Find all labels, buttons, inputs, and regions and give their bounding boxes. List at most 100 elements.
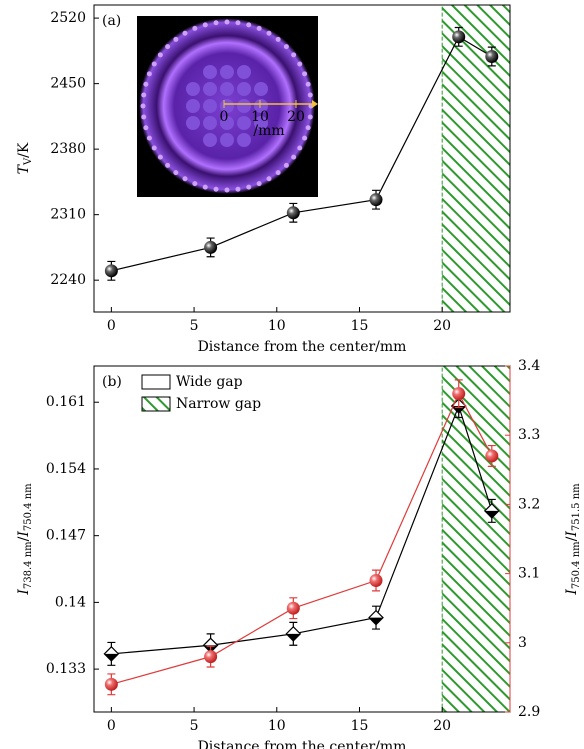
label-part: /K — [16, 142, 32, 158]
inset-spot — [237, 99, 251, 113]
plot-frame — [93, 4, 511, 313]
label-part: T — [16, 163, 32, 174]
inset-spot — [203, 133, 217, 147]
legend-swatch — [141, 374, 171, 390]
inset-scale-label: 20 — [287, 109, 305, 125]
inset-spot — [237, 133, 251, 147]
label-part: 750.4 nm — [571, 541, 582, 589]
inset-dot — [307, 114, 313, 120]
data-point — [204, 650, 218, 664]
inset-dot — [202, 184, 208, 190]
inset-dot — [256, 181, 262, 187]
y2-tick-label: 3.1 — [518, 566, 540, 582]
y-tick-label: 0.133 — [46, 661, 86, 677]
y-tick-label: 0.147 — [46, 528, 86, 544]
x-tick-label: 0 — [107, 318, 116, 334]
y-tick-label: 2520 — [50, 10, 86, 26]
inset-dot — [275, 170, 281, 176]
panel-label: (a) — [102, 13, 121, 29]
y2-tick-label: 2.9 — [518, 704, 540, 720]
inset-dot — [224, 19, 230, 25]
inset-dot — [151, 145, 157, 151]
inset-dot — [213, 20, 219, 26]
inset-spot — [220, 82, 234, 96]
inset-spot — [220, 65, 234, 79]
inset-dot — [173, 170, 179, 176]
inset-dot — [202, 22, 208, 28]
inset-dot — [146, 135, 152, 141]
inset-spot — [186, 82, 200, 96]
x-tick-label: 10 — [268, 318, 286, 334]
label-part: / — [564, 536, 580, 541]
label-part: 751.5 nm — [571, 483, 582, 531]
inset-spot — [220, 133, 234, 147]
data-point — [286, 601, 300, 615]
inset-dot — [291, 52, 297, 58]
inset-spot — [203, 82, 217, 96]
shaded-region — [441, 365, 511, 713]
label-part: / — [16, 536, 32, 541]
y-tick-label: 2450 — [50, 76, 86, 92]
inset-dot — [141, 114, 147, 120]
data-point — [104, 264, 118, 278]
inset-dot — [235, 186, 241, 192]
y2-tick-label: 3.3 — [518, 427, 540, 443]
y-tick-label: 0.161 — [46, 394, 86, 410]
inset-dot — [307, 92, 313, 98]
inset-scale-label: 10 — [251, 109, 269, 125]
inset-dot — [143, 125, 149, 131]
inset-spot — [186, 116, 200, 130]
y-tick-label: 2240 — [50, 272, 86, 288]
inset-dot — [165, 44, 171, 50]
inset-dot — [192, 181, 198, 187]
inset-dot — [182, 30, 188, 36]
inset-dot — [157, 154, 163, 160]
panel-label: (b) — [102, 374, 122, 390]
inset-spot — [254, 82, 268, 96]
data-point — [452, 30, 466, 44]
label-part: V — [23, 157, 34, 166]
data-point-fill — [104, 653, 119, 661]
inset-spot — [254, 116, 268, 130]
x-axis-label: Distance from the center/mm — [198, 739, 407, 749]
x-tick-label: 5 — [190, 718, 199, 734]
x-tick-label: 15 — [351, 718, 369, 734]
inset-dot — [146, 71, 152, 77]
y2-tick-label: 3.2 — [518, 496, 540, 512]
label-part: 750.4 nm — [23, 483, 34, 531]
y2-tick-label: 3 — [518, 635, 527, 651]
inset-dot — [246, 184, 252, 190]
x-tick-label: 0 — [107, 718, 116, 734]
x-axis-label: Distance from the center/mm — [198, 339, 407, 355]
inset-dot — [266, 30, 272, 36]
inset-dot — [246, 22, 252, 28]
data-point — [369, 574, 383, 588]
inset-dot — [141, 92, 147, 98]
y-tick-label: 2380 — [50, 141, 86, 157]
inset-dot — [283, 162, 289, 168]
x-tick-label: 20 — [433, 718, 451, 734]
inset-dot — [302, 71, 308, 77]
data-point — [104, 677, 118, 691]
data-point-fill — [484, 510, 499, 518]
data-point-fill — [286, 633, 301, 641]
axis-label: I738.4 nm/I750.4 nm — [16, 483, 34, 596]
inset-spot — [186, 99, 200, 113]
inset-dot — [192, 25, 198, 31]
y2-tick-label: 3.4 — [518, 358, 540, 374]
inset-spot — [254, 99, 268, 113]
inset-dot — [275, 36, 281, 42]
inset-dot — [291, 154, 297, 160]
data-point — [485, 449, 499, 463]
series-line — [111, 392, 493, 685]
data-point-fill — [369, 617, 384, 625]
inset-dot — [143, 81, 149, 87]
axis-label: I750.4 nm/I751.5 nm — [564, 483, 582, 596]
label-part: I — [16, 589, 32, 596]
label-part: 738.4 nm — [23, 541, 34, 589]
inset-dot — [256, 25, 262, 31]
shaded-region — [441, 4, 511, 313]
inset-dot — [140, 103, 146, 109]
inset-spot — [203, 99, 217, 113]
